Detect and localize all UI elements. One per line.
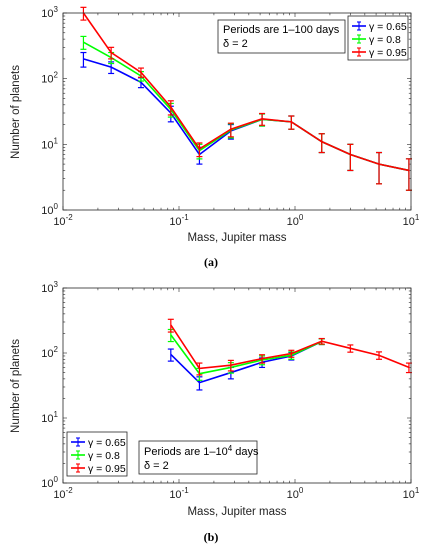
y-tick-label-exp: 2 [54,345,59,354]
y-tick-label-exp: 3 [54,280,59,289]
annotation-line1-b: Periods are 1–104 days [144,444,259,458]
x-tick-label: 100 [287,486,304,501]
y-tick-label-base: 10 [41,8,53,20]
y-tick-label-exp: 1 [54,410,59,419]
y-tick-label-base: 10 [41,283,53,295]
legend-entry: γ = 0.65 [352,21,407,33]
annotation-line1-b-post: days [232,446,259,458]
y-tick-label: 102 [41,345,58,360]
x-tick-label-exp: 0 [299,213,304,222]
y-tick-label: 101 [41,136,58,151]
caption-a: (a) [204,255,218,269]
annotation-line2-b: δ = 2 [144,460,169,472]
y-tick-label-exp: 2 [54,71,59,80]
legend-entry: γ = 0.95 [71,463,126,475]
x-tick-label: 101 [403,213,420,228]
y-tick-label: 100 [41,475,58,490]
x-tick-label-exp: 1 [415,213,420,222]
x-tick-label: 10-1 [169,486,189,501]
x-tick-label-base: 10 [169,216,181,228]
legend-label: γ = 0.65 [88,437,126,449]
x-tick-label-base: 10 [403,216,415,228]
y-tick-label-exp: 1 [54,136,59,145]
series-layer-a [80,6,412,191]
y-tick-label-base: 10 [41,139,53,151]
legend-entry: γ = 0.8 [352,34,401,46]
y-tick-label-base: 10 [41,413,53,425]
series-0.95 [167,318,412,376]
y-tick-label: 102 [41,71,58,86]
series-line [82,12,410,172]
y-tick-label-base: 10 [41,205,53,217]
y-tick-label-exp: 0 [54,202,59,211]
legend-entry: γ = 0.95 [352,47,407,59]
y-tick-label-base: 10 [41,478,53,490]
series-line [170,334,323,375]
legend-label: γ = 0.95 [88,463,126,475]
x-tick-label-base: 10 [403,489,415,501]
annotation-line1-b-pre: Periods are 1–10 [144,446,228,458]
x-tick-label-exp: -2 [66,486,74,495]
x-tick-label-base: 10 [53,489,65,501]
legend-label: γ = 0.8 [369,34,401,46]
x-tick-label-exp: -1 [182,213,190,222]
legend-label: γ = 0.8 [88,450,120,462]
y-axis-label-b: Number of planets [10,339,22,433]
caption-b: (b) [204,530,219,544]
plot-frame-a [62,12,412,211]
x-axis-label-a: Mass, Jupiter mass [187,232,286,244]
x-tick-label-base: 10 [287,489,299,501]
legend-entry: γ = 0.65 [71,437,126,449]
legend-label: γ = 0.65 [369,21,407,33]
x-tick-label-base: 10 [169,489,181,501]
x-tick-label-base: 10 [53,216,65,228]
legend-entry: γ = 0.8 [71,450,120,462]
x-tick-label: 101 [403,486,420,501]
annotation-line1-b-sup: 4 [228,444,233,453]
legend-label: γ = 0.95 [369,47,407,59]
x-tick-label: 10-2 [53,486,73,501]
y-tick-label: 100 [41,202,58,217]
annotation-line2-a: δ = 2 [223,38,248,50]
legend-a: γ = 0.65γ = 0.8γ = 0.95 [347,15,409,61]
y-tick-label: 103 [41,5,58,20]
y-tick-label-base: 10 [41,74,53,86]
legend-b: γ = 0.65γ = 0.8γ = 0.95 [66,431,128,477]
annotation-box-a: Periods are 1–100 days δ = 2 [217,19,346,54]
x-tick-label-exp: -1 [182,486,190,495]
x-tick-labels-b: 10-2 10-1 100 101 [53,486,420,501]
x-tick-labels-a: 10-2 10-1 100 101 [53,213,420,228]
y-tick-label-exp: 3 [54,5,59,14]
x-axis-label-b: Mass, Jupiter mass [187,506,286,518]
x-tick-label: 10-2 [53,213,73,228]
annotation-box-b: Periods are 1–104 days δ = 2 [138,440,259,475]
y-axis-label-a: Number of planets [10,65,22,159]
plot-frame-b [62,287,412,484]
x-tick-label-exp: 1 [415,486,420,495]
x-tick-label-base: 10 [287,216,299,228]
series-layer-b [167,318,412,391]
x-tick-label-exp: 0 [299,486,304,495]
y-tick-label-base: 10 [41,348,53,360]
y-tick-label: 101 [41,410,58,425]
y-tick-label-exp: 0 [54,475,59,484]
x-tick-label: 10-1 [169,213,189,228]
annotation-line1-a: Periods are 1–100 days [223,24,340,36]
x-tick-label: 100 [287,213,304,228]
y-tick-label: 103 [41,280,58,295]
x-tick-label-exp: -2 [66,213,74,222]
series-0.95 [80,6,412,191]
